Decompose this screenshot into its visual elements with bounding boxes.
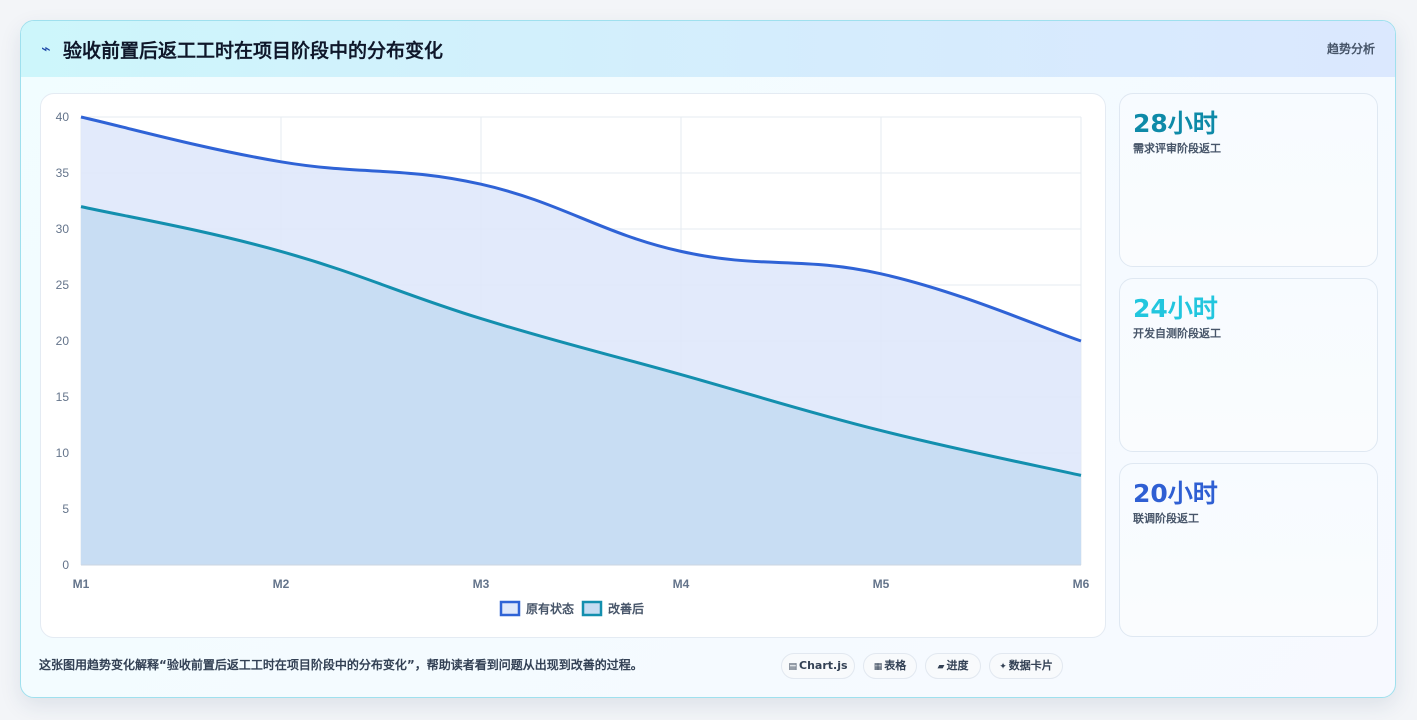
sparkle-icon: ✦ <box>999 662 1007 672</box>
trend-icon: ⌁ <box>41 39 51 58</box>
legend-swatch <box>499 600 521 617</box>
chip-table[interactable]: ▦ 表格 <box>863 653 917 679</box>
chip-label: 数据卡片 <box>1008 659 1053 672</box>
y-tick-label: 35 <box>56 166 70 180</box>
category-tag: 趋势分析 <box>1326 42 1375 56</box>
kpi-label: 联调阶段返工 <box>1133 512 1199 525</box>
series-area-1 <box>81 206 1081 565</box>
y-tick-label: 30 <box>56 222 70 236</box>
y-tick-label: 0 <box>62 558 69 572</box>
series-line-1 <box>80 205 1082 477</box>
progress-icon: ▰ <box>937 662 945 672</box>
chart-icon: ▤ <box>788 662 797 672</box>
y-tick-label: 10 <box>56 446 70 460</box>
kpi-value: 24小时 <box>1133 294 1218 323</box>
table-icon: ▦ <box>873 662 883 672</box>
card-header: ⌁ 验收前置后返工工时在项目阶段中的分布变化 趋势分析 <box>21 21 1395 77</box>
chip-chartjs[interactable]: ▤ Chart.js <box>781 653 855 679</box>
chart-caption: 这张图用趋势变化解释“验收前置后返工工时在项目阶段中的分布变化”，帮助读者看到问… <box>39 658 643 672</box>
chip-progress[interactable]: ▰ 进度 <box>925 653 981 679</box>
page-title: 验收前置后返工工时在项目阶段中的分布变化 <box>63 40 444 62</box>
y-tick-label: 20 <box>56 334 70 348</box>
kpi-value: 20小时 <box>1133 479 1218 508</box>
x-tick-label: M6 <box>1073 577 1090 591</box>
kpi-card-integration: 20小时 联调阶段返工 <box>1119 463 1378 637</box>
y-tick-label: 25 <box>56 278 70 292</box>
kpi-value: 28小时 <box>1133 109 1218 138</box>
legend-swatch <box>581 600 603 617</box>
line-area-chart: 0 5 10 15 20 25 30 35 40 M1 M2 M3 M4 M5 M6 原有状态 改善后 <box>56 110 1090 617</box>
legend-label: 改善后 <box>608 601 644 616</box>
series-line-0 <box>80 115 1082 343</box>
y-tick-label: 5 <box>62 502 69 516</box>
chip-label: 进度 <box>946 659 969 672</box>
chip-label: Chart.js <box>799 659 848 672</box>
chart-card: ⌁ 验收前置后返工工时在项目阶段中的分布变化 趋势分析 0 5 10 15 20 25 30… <box>20 20 1396 698</box>
x-tick-label: M5 <box>873 577 890 591</box>
kpi-card-dev-selftest: 24小时 开发自测阶段返工 <box>1119 278 1378 452</box>
x-tick-label: M3 <box>473 577 490 591</box>
x-tick-label: M1 <box>73 577 90 591</box>
legend-label: 原有状态 <box>526 601 574 616</box>
chip-data-cards[interactable]: ✦ 数据卡片 <box>989 653 1063 679</box>
chip-label: 表格 <box>884 659 907 672</box>
kpi-label: 开发自测阶段返工 <box>1133 327 1221 340</box>
y-tick-label: 40 <box>56 110 70 124</box>
chart-panel: 0 5 10 15 20 25 30 35 40 M1 M2 M3 M4 M5 M6 原有状态 改善后 <box>40 93 1106 638</box>
x-tick-label: M2 <box>273 577 290 591</box>
kpi-label: 需求评审阶段返工 <box>1133 142 1221 155</box>
x-tick-label: M4 <box>673 577 690 591</box>
y-tick-label: 15 <box>56 390 70 404</box>
kpi-card-requirements: 28小时 需求评审阶段返工 <box>1119 93 1378 267</box>
